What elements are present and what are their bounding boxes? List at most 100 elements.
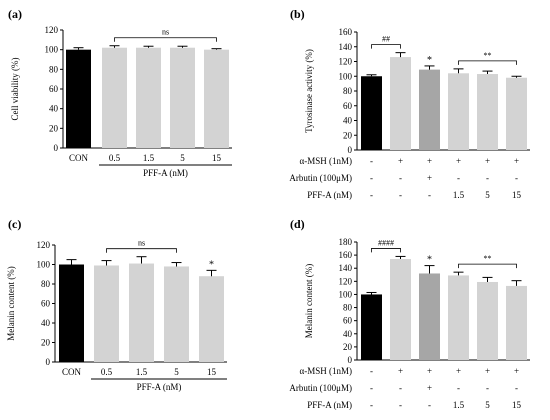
x-tick-label: 5 [174,367,179,377]
y-tick-label: 80 [49,64,59,74]
y-tick-label: 120 [37,240,51,250]
y-tick-label: 0 [348,355,353,365]
y-tick-label: 40 [41,318,51,328]
bracket-label: #### [378,238,394,247]
treatment-value: + [427,173,432,183]
treatment-value: - [370,190,373,200]
y-tick-label: 80 [343,86,353,96]
bar [448,275,469,360]
panel-label: (c) [8,217,21,231]
bar [477,281,498,360]
y-axis-label: Cell viability (%) [10,58,20,121]
treatment-row-label: PFF-A (nM) [307,400,352,410]
bar [361,294,382,360]
bar [361,76,382,150]
y-axis-label: Melanin content (%) [6,266,16,340]
y-tick-label: 120 [339,57,353,67]
x-group-label: PFF-A (nM) [137,382,182,392]
bar [390,259,411,360]
treatment-value: + [485,156,490,166]
bar [204,49,229,148]
y-tick-label: 140 [339,42,353,52]
y-tick-label: 20 [343,342,353,352]
treatment-value: 15 [512,190,522,200]
treatment-value: + [427,366,432,376]
y-tick-label: 160 [339,250,353,260]
bracket-label: ns [138,239,145,248]
treatment-value: - [457,383,460,393]
bar [477,74,498,150]
y-tick-label: 40 [343,116,353,126]
x-tick-label: 5 [180,153,185,163]
treatment-value: 1.5 [453,400,465,410]
bracket-label: ** [484,51,492,60]
treatment-value: 1.5 [453,190,465,200]
y-tick-label: 180 [339,237,353,247]
bar [136,47,161,149]
y-tick-label: 60 [343,101,353,111]
treatment-value: + [514,366,519,376]
treatment-value: + [427,383,432,393]
bracket-label: ns [162,28,169,37]
treatment-value: - [370,173,373,183]
y-tick-label: 140 [339,263,353,273]
treatment-value: - [399,400,402,410]
treatment-value: - [370,156,373,166]
x-tick-label: 1.5 [136,367,148,377]
y-tick-label: 160 [339,27,353,37]
bar [506,77,527,150]
bar [419,69,440,150]
bar [390,57,411,151]
bracket-label: ## [382,35,390,44]
x-group-label: PFF-A (nM) [143,168,188,178]
treatment-value: - [457,173,460,183]
bar [419,273,440,360]
treatment-value: + [398,366,403,376]
x-tick-label: 1.5 [143,153,155,163]
x-tick-label: 15 [212,153,222,163]
y-tick-label: 40 [49,104,59,114]
y-tick-label: 60 [343,316,353,326]
treatment-value: - [399,190,402,200]
bar [164,266,189,362]
y-tick-label: 20 [343,130,353,140]
treatment-value: - [486,173,489,183]
treatment-value: + [485,366,490,376]
treatment-value: - [370,400,373,410]
panel-label: (b) [290,7,305,21]
y-tick-label: 60 [41,299,51,309]
x-tick-label: 0.5 [109,153,121,163]
bracket-label: ** [484,254,492,263]
treatment-row-label: PFF-A (nM) [307,190,352,200]
panel-label: (d) [290,217,305,231]
treatment-value: - [428,190,431,200]
y-tick-label: 40 [343,329,353,339]
treatment-value: 15 [512,400,522,410]
y-tick-label: 100 [45,45,59,55]
treatment-value: 5 [485,190,490,200]
y-tick-label: 80 [343,303,353,313]
treatment-value: - [370,366,373,376]
y-tick-label: 120 [339,276,353,286]
significance-bracket [371,44,401,49]
significance-bracket [458,60,517,65]
significance-bracket [106,248,177,253]
treatment-value: - [399,383,402,393]
treatment-value: + [456,366,461,376]
y-tick-label: 80 [41,279,51,289]
y-tick-label: 60 [49,84,59,94]
significance-bracket [458,263,517,269]
significance-mark: * [209,259,214,270]
treatment-value: + [456,156,461,166]
significance-bracket [371,248,401,253]
treatment-row-label: Arbutin (100μM) [289,173,352,183]
y-tick-label: 100 [339,289,353,299]
treatment-row-label: α-MSH (1nM) [300,156,352,166]
y-tick-label: 0 [46,357,51,367]
bar [199,276,224,362]
x-tick-label: 15 [207,367,217,377]
significance-mark: * [427,55,432,66]
treatment-value: - [486,383,489,393]
y-axis-label: Tyrosinase activity (%) [304,49,314,133]
